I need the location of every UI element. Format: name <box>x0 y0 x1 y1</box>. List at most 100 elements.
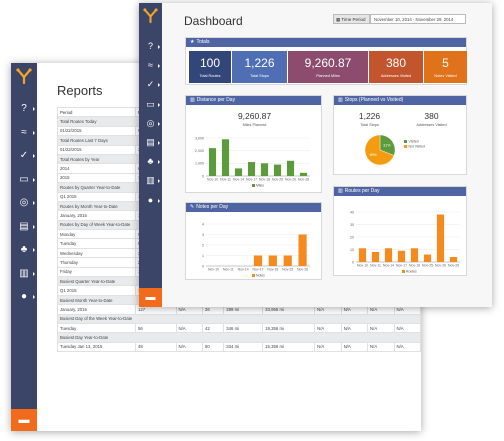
logo-icon[interactable] <box>143 8 158 23</box>
bar <box>268 255 277 266</box>
bar <box>286 160 295 176</box>
planned-stops-label: Total Stops <box>360 123 379 127</box>
notes-chart: 0 1 2 3 4 Nov-10 Nov-11 Nov-14 Nov-17 Nov-18 Nov-2… <box>202 222 310 278</box>
y-tick-label: 3,000 <box>195 136 204 140</box>
x-tick-label: Nov-10 <box>357 264 368 268</box>
column-header[interactable]: Period <box>57 106 136 118</box>
tile-value: 1,226 <box>244 56 275 70</box>
chevron-right-icon <box>158 179 160 184</box>
table-cell: N/A <box>314 322 342 334</box>
stats-icon[interactable]: ▥ <box>19 267 29 279</box>
locations-icon[interactable]: ◎ <box>19 197 29 208</box>
panel-title: Totals <box>196 39 210 45</box>
slice-label: 31% <box>383 144 391 148</box>
locations-icon[interactable]: ◎ <box>146 117 155 128</box>
chevron-right-icon <box>158 102 160 107</box>
table-cell: 48 <box>135 341 177 353</box>
time-period-button[interactable]: ▦ Time Period <box>333 14 370 24</box>
truck-icon[interactable]: ▭ <box>19 173 29 185</box>
map-book-icon[interactable]: ▤ <box>146 137 155 147</box>
table-cell: Thursday <box>57 257 136 268</box>
y-tick-label: 2 <box>202 243 204 247</box>
routes-panel: ▥ Routes per Day 0 10 20 30 40 Nov-10 Nov-11 Nov… <box>333 186 467 276</box>
x-tick-label: Nov-25 <box>282 268 293 272</box>
chat-icon[interactable]: ▬ <box>139 288 162 307</box>
totals-panel: ★ Totals 100 Total Routes 1,226 Total Stops 9… <box>185 37 467 85</box>
bar <box>208 148 217 176</box>
y-tick-label: 40 <box>350 210 354 214</box>
logo-icon[interactable] <box>16 68 32 84</box>
bar <box>371 252 380 262</box>
x-tick-label: Nov-11 <box>223 268 234 272</box>
time-range-input[interactable]: November 10, 2014 - November 29, 2014 <box>370 14 466 24</box>
help-icon[interactable]: ? <box>147 41 153 51</box>
table-cell: 2014 <box>57 163 136 174</box>
table-cell: Tuesday Jan 13, 2015 <box>57 341 136 353</box>
map-icon[interactable]: ✓ <box>19 150 29 161</box>
reports-sidebar: ? ≈ ✓ ▭ ◎ ▤ ♣ ▥ ● ▬ <box>11 63 37 431</box>
legend-swatch <box>402 270 405 273</box>
tile-value: 100 <box>199 56 221 70</box>
legend-label: Not Visited <box>409 145 425 149</box>
table-cell: N/A <box>175 341 203 353</box>
team-icon[interactable]: ♣ <box>147 156 154 167</box>
slice-label: 69% <box>370 153 378 157</box>
x-tick-label: Nov-17 <box>253 268 264 272</box>
table-cell: N/A <box>314 341 342 353</box>
y-tick-label: 1,000 <box>195 162 204 166</box>
table-cell: N/A <box>393 322 421 334</box>
bar <box>273 164 282 176</box>
pie-slice <box>379 134 396 156</box>
chevron-right-icon <box>158 64 160 69</box>
tile-label: Notes Visited <box>434 74 457 78</box>
chart-icon: ▥ <box>190 97 195 103</box>
bar <box>410 248 419 262</box>
table-cell: Wednesday <box>57 247 136 259</box>
dashboard-main: Dashboard ▦ Time Period November 10, 201… <box>162 3 492 307</box>
chevron-right-icon <box>33 271 35 276</box>
users-icon[interactable]: ● <box>147 194 154 205</box>
users-icon[interactable]: ● <box>20 291 28 302</box>
chat-icon[interactable]: ▬ <box>11 409 37 431</box>
tile-label: Total Routes <box>199 74 221 78</box>
team-icon[interactable]: ♣ <box>20 244 28 255</box>
group-row: Busiest Day of the Week Year-to-Date <box>57 313 421 325</box>
x-tick-label: Nov-14 <box>383 264 394 268</box>
visited-value: 380 <box>424 111 439 121</box>
panel-title: Distance per Day <box>196 97 236 103</box>
chevron-right-icon <box>33 130 35 135</box>
map-book-icon[interactable]: ▤ <box>19 220 29 232</box>
table-cell: N/A <box>340 322 369 334</box>
total-tile: 380 Addresses Visited <box>369 51 423 83</box>
y-tick-label: 3 <box>202 233 204 237</box>
table-cell: N/A <box>367 341 395 353</box>
x-tick-label: Nov-18 <box>267 268 278 272</box>
stats-icon[interactable]: ▥ <box>146 175 155 186</box>
table-cell: 15,356 mi <box>262 341 316 353</box>
truck-icon[interactable]: ▭ <box>146 98 155 109</box>
chart-icon: ▥ <box>338 97 343 103</box>
help-icon[interactable]: ? <box>21 103 27 114</box>
bar <box>358 248 367 262</box>
chevron-right-icon <box>33 201 35 205</box>
chevron-right-icon <box>33 177 35 182</box>
chevron-right-icon <box>158 45 160 49</box>
distance-value: 9,260.87 <box>237 111 272 121</box>
table-cell: 56 <box>135 322 177 334</box>
y-tick-label: 30 <box>350 223 354 227</box>
bar <box>384 248 393 262</box>
visited-label: Addresses Visited <box>416 123 447 127</box>
x-tick-label: Nov-18 <box>409 264 420 268</box>
table-cell: Tuesday <box>57 322 136 334</box>
legend-swatch <box>252 274 255 277</box>
table-cell: 42 <box>201 322 225 334</box>
time-period-label: Time Period <box>341 17 366 22</box>
page-title: Reports <box>57 83 103 98</box>
chevron-right-icon <box>158 198 160 203</box>
map-icon[interactable]: ✓ <box>146 79 155 90</box>
table-cell: 01/22/2015 <box>57 144 136 155</box>
routes-icon[interactable]: ≈ <box>21 126 27 138</box>
routes-icon[interactable]: ≈ <box>148 60 153 71</box>
bar <box>299 172 308 176</box>
star-icon: ★ <box>190 39 195 45</box>
